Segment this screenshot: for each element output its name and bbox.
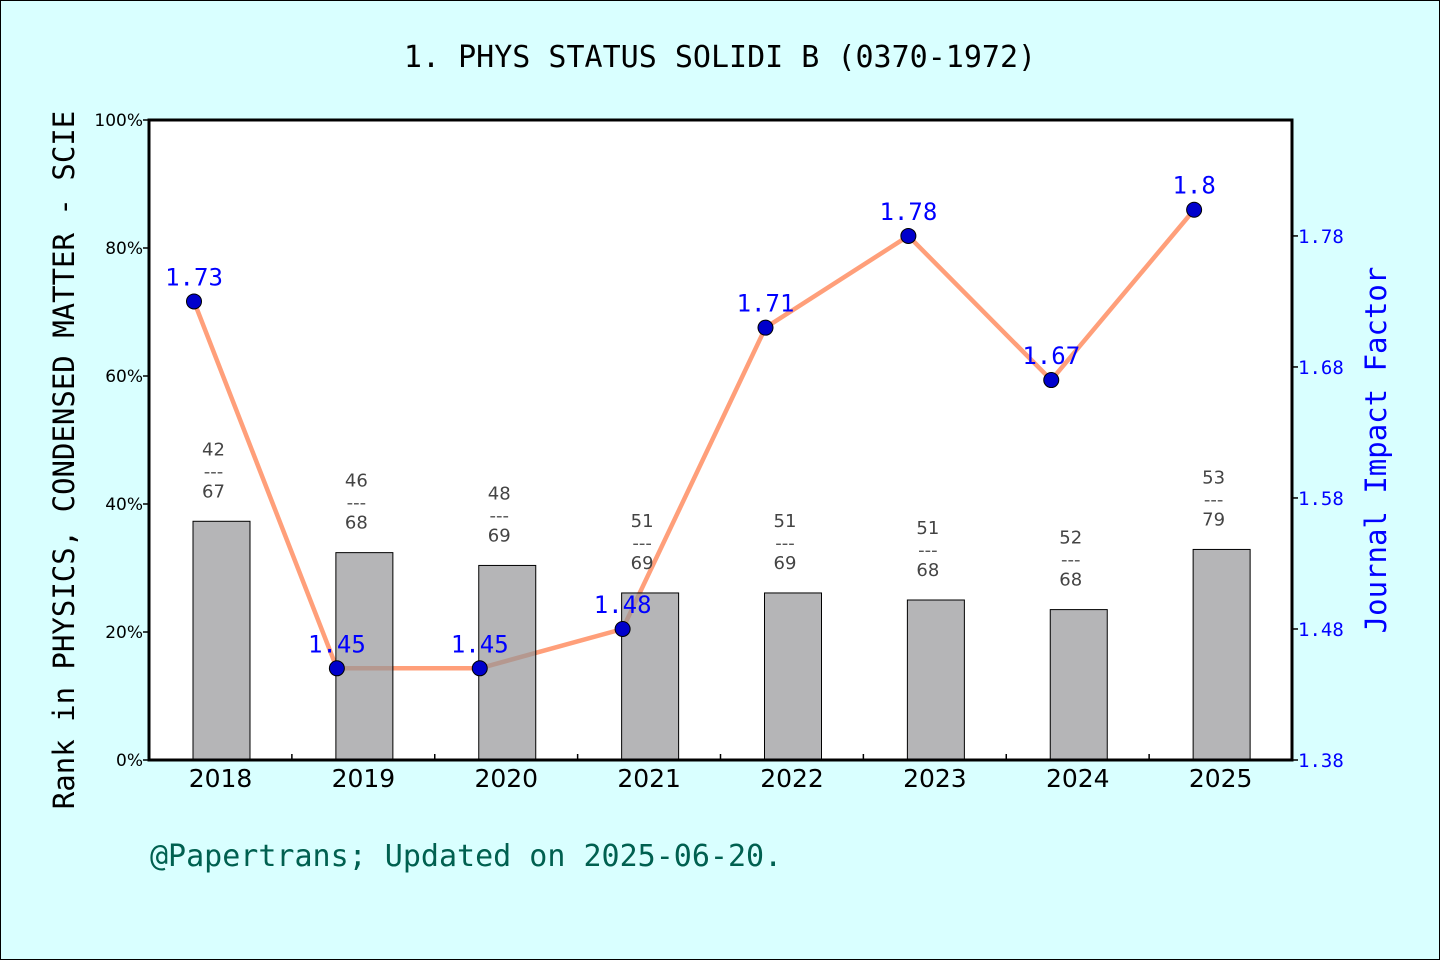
total-label: 68	[345, 513, 368, 534]
jif-point	[1043, 372, 1060, 389]
rank-label: 53	[1202, 467, 1225, 488]
rank-label: 52	[1059, 528, 1082, 549]
jif-point	[757, 319, 774, 336]
total-label: 69	[488, 525, 511, 546]
footer-credit: @Papertrans; Updated on 2025-06-20.	[150, 839, 782, 874]
rank-separator: ---	[347, 493, 367, 514]
x-tick-label: 2025	[1189, 764, 1253, 793]
rank-bar	[1192, 548, 1251, 761]
total-label: 67	[202, 481, 225, 502]
jif-label: 1.48	[594, 591, 652, 619]
y2-tick-label: 1.58	[1298, 488, 1344, 510]
y2-axis-label: Journal Impact Factor	[1359, 267, 1393, 634]
x-tick-label: 2018	[189, 764, 253, 793]
y2-tick-label: 1.38	[1298, 750, 1344, 772]
y2-tick-label: 1.78	[1298, 226, 1344, 248]
rank-label: 42	[202, 439, 225, 460]
chart-title: 1. PHYS STATUS SOLIDI B (0370-1972)	[404, 40, 1036, 75]
jif-point	[614, 620, 631, 637]
jif-label: 1.45	[308, 630, 366, 658]
jif-point	[471, 660, 488, 677]
jif-label: 1.45	[451, 630, 509, 658]
total-label: 69	[774, 553, 797, 574]
rank-separator: ---	[918, 540, 938, 561]
rank-separator: ---	[1204, 489, 1224, 510]
y-tick-label: 100%	[94, 111, 143, 131]
x-tick-label: 2019	[332, 764, 396, 793]
rank-bar	[906, 599, 965, 761]
jif-label: 1.8	[1172, 172, 1215, 200]
x-tick-label: 2024	[1046, 764, 1110, 793]
x-tick-label: 2020	[474, 764, 538, 793]
total-label: 68	[916, 560, 939, 581]
y2-tick-label: 1.68	[1298, 357, 1344, 379]
jif-label: 1.67	[1022, 342, 1080, 370]
rank-label: 48	[488, 483, 511, 504]
rank-separator: ---	[632, 533, 652, 554]
rank-bar	[764, 592, 822, 761]
y-tick-label: 40%	[105, 495, 143, 515]
plot-area	[149, 120, 1292, 760]
y-tick-label: 80%	[105, 239, 143, 259]
jif-label: 1.73	[165, 263, 223, 291]
rank-separator: ---	[775, 533, 795, 554]
y-tick-label: 20%	[105, 623, 143, 643]
rank-bar	[1049, 609, 1108, 761]
rank-label: 46	[345, 471, 368, 492]
total-label: 79	[1202, 509, 1225, 530]
jif-point	[1186, 201, 1203, 218]
total-label: 68	[1059, 570, 1082, 591]
rank-separator: ---	[1061, 550, 1081, 571]
x-tick-label: 2023	[903, 764, 967, 793]
rank-label: 51	[631, 511, 654, 532]
rank-bar	[335, 552, 394, 761]
total-label: 69	[631, 553, 654, 574]
rank-bar	[192, 520, 251, 761]
rank-label: 51	[774, 511, 797, 532]
rank-bar	[621, 592, 680, 761]
jif-point	[328, 660, 345, 677]
x-tick-label: 2022	[760, 764, 824, 793]
y-axis-label: Rank in PHYSICS, CONDENSED MATTER - SCIE	[47, 111, 81, 809]
y-tick-label: 0%	[116, 751, 143, 771]
y2-tick-label: 1.48	[1298, 619, 1344, 641]
jif-label: 1.71	[737, 290, 795, 318]
y-tick-label: 60%	[105, 367, 143, 387]
rank-separator: ---	[204, 461, 224, 482]
jif-point	[186, 293, 202, 310]
rank-bar	[478, 564, 537, 761]
rank-separator: ---	[490, 505, 510, 526]
jif-point	[900, 227, 917, 244]
x-tick-label: 2021	[617, 764, 681, 793]
jif-label: 1.78	[879, 198, 937, 226]
rank-label: 51	[916, 518, 939, 539]
